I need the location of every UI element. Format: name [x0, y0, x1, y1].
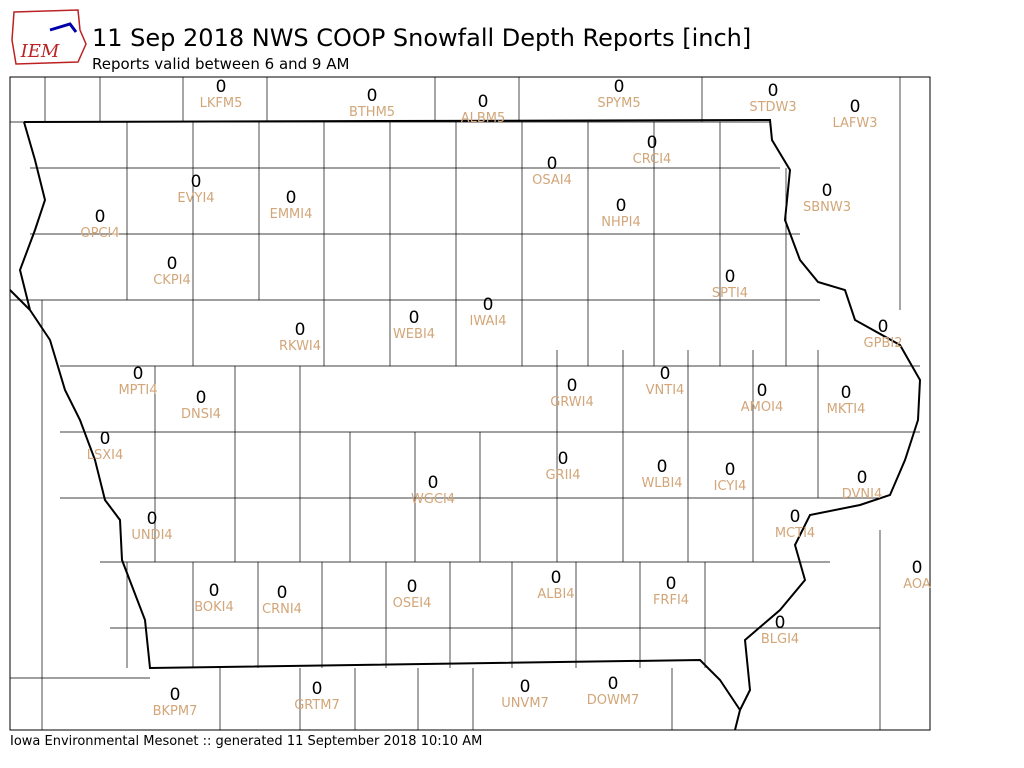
station-id: BLGI4 — [761, 632, 799, 647]
station-value: 0 — [295, 320, 306, 340]
station-id: GRTM7 — [294, 698, 340, 713]
station-value: 0 — [133, 364, 144, 384]
station-value: 0 — [100, 429, 111, 449]
station-id: BOKI4 — [194, 600, 234, 615]
state-border — [9, 118, 922, 731]
station-value: 0 — [209, 581, 220, 601]
station-id: NHPI4 — [601, 215, 640, 230]
station-id: ALBI4 — [537, 587, 574, 602]
station-id: DVNI4 — [842, 487, 883, 502]
subtitle: Reports valid between 6 and 9 AM — [92, 55, 349, 73]
station-id: DOWM7 — [587, 693, 640, 708]
station-value: 0 — [857, 468, 868, 488]
station-id: WEBI4 — [393, 327, 435, 342]
station-value: 0 — [614, 77, 625, 97]
station-value: 0 — [216, 77, 227, 97]
station-value: 0 — [775, 613, 786, 633]
station-value: 0 — [191, 172, 202, 192]
station-id: OSEI4 — [393, 596, 432, 611]
station-value: 0 — [312, 679, 323, 699]
station-value: 0 — [757, 381, 768, 401]
station-id: FRFI4 — [653, 593, 689, 608]
station-value: 0 — [657, 457, 668, 477]
station-id: OSAI4 — [532, 173, 572, 188]
station-value: 0 — [790, 507, 801, 527]
station-id: EMMI4 — [270, 207, 313, 222]
station-value: 0 — [286, 188, 297, 208]
station-id: SPTI4 — [712, 286, 748, 301]
station-value: 0 — [841, 383, 852, 403]
station-id: ICYI4 — [714, 479, 747, 494]
station-id: VNTI4 — [646, 383, 685, 398]
logo: IEM — [11, 9, 87, 65]
station-id: BTHM5 — [349, 105, 395, 120]
station-value: 0 — [478, 92, 489, 112]
station-value: 0 — [551, 568, 562, 588]
station-value: 0 — [666, 574, 677, 594]
station-value: 0 — [725, 267, 736, 287]
station-value: 0 — [912, 558, 923, 578]
station-id: LSXI4 — [87, 448, 124, 463]
station-id: UNVM7 — [501, 696, 549, 711]
station-id: AMOI4 — [741, 400, 783, 415]
station-value: 0 — [367, 86, 378, 106]
station-value: 0 — [660, 364, 671, 384]
station-value: 0 — [407, 577, 418, 597]
station-id: IWAI4 — [470, 314, 507, 329]
station-id: BKPM7 — [153, 704, 198, 719]
station-id: RKWI4 — [279, 339, 321, 354]
station-id: EVYI4 — [177, 191, 214, 206]
map-frame — [9, 76, 931, 731]
station-id: OPCI4 — [80, 226, 119, 241]
station-id: GRWI4 — [550, 395, 594, 410]
footer: Iowa Environmental Mesonet :: generated … — [10, 734, 482, 749]
station-id: CKPI4 — [153, 273, 191, 288]
station-value: 0 — [558, 449, 569, 469]
station-id: CRNI4 — [262, 602, 302, 617]
station-id: ALBM5 — [461, 111, 506, 126]
station-value: 0 — [768, 81, 779, 101]
station-id: GPBI2 — [864, 336, 903, 351]
station-id: DNSI4 — [181, 407, 221, 422]
station-id: SBNW3 — [803, 200, 851, 215]
station-value: 0 — [170, 685, 181, 705]
station-id: MKTI4 — [827, 402, 866, 417]
station-value: 0 — [520, 677, 531, 697]
station-value: 0 — [147, 509, 158, 529]
station-value: 0 — [277, 583, 288, 603]
station-value: 0 — [647, 133, 658, 153]
station-value: 0 — [616, 196, 627, 216]
station-value: 0 — [547, 154, 558, 174]
station-value: 0 — [409, 308, 420, 328]
title: 11 Sep 2018 NWS COOP Snowfall Depth Repo… — [92, 24, 751, 52]
station-id: LAFW3 — [832, 116, 877, 131]
station-value: 0 — [167, 254, 178, 274]
station-value: 0 — [850, 97, 861, 117]
station-value: 0 — [483, 295, 494, 315]
station-value: 0 — [567, 376, 578, 396]
station-value: 0 — [878, 317, 889, 337]
station-value: 0 — [822, 181, 833, 201]
station-id: STDW3 — [749, 100, 796, 115]
station-id: SPYM5 — [597, 96, 640, 111]
logo-text: IEM — [20, 41, 60, 62]
station-value: 0 — [428, 473, 439, 493]
station-value: 0 — [725, 460, 736, 480]
station-id: LKFM5 — [200, 96, 243, 111]
station-id: MCTI4 — [775, 526, 815, 541]
station-id: MPTI4 — [118, 383, 157, 398]
station-id: CRCI4 — [633, 152, 672, 167]
station-value: 0 — [608, 674, 619, 694]
station-id: WGCI4 — [411, 492, 455, 507]
station-value: 0 — [95, 207, 106, 227]
station-id: WLBI4 — [641, 476, 682, 491]
station-id: GRII4 — [545, 468, 580, 483]
station-value: 0 — [196, 388, 207, 408]
station-id: UNDI4 — [131, 528, 172, 543]
station-id: AOA — [903, 577, 931, 592]
